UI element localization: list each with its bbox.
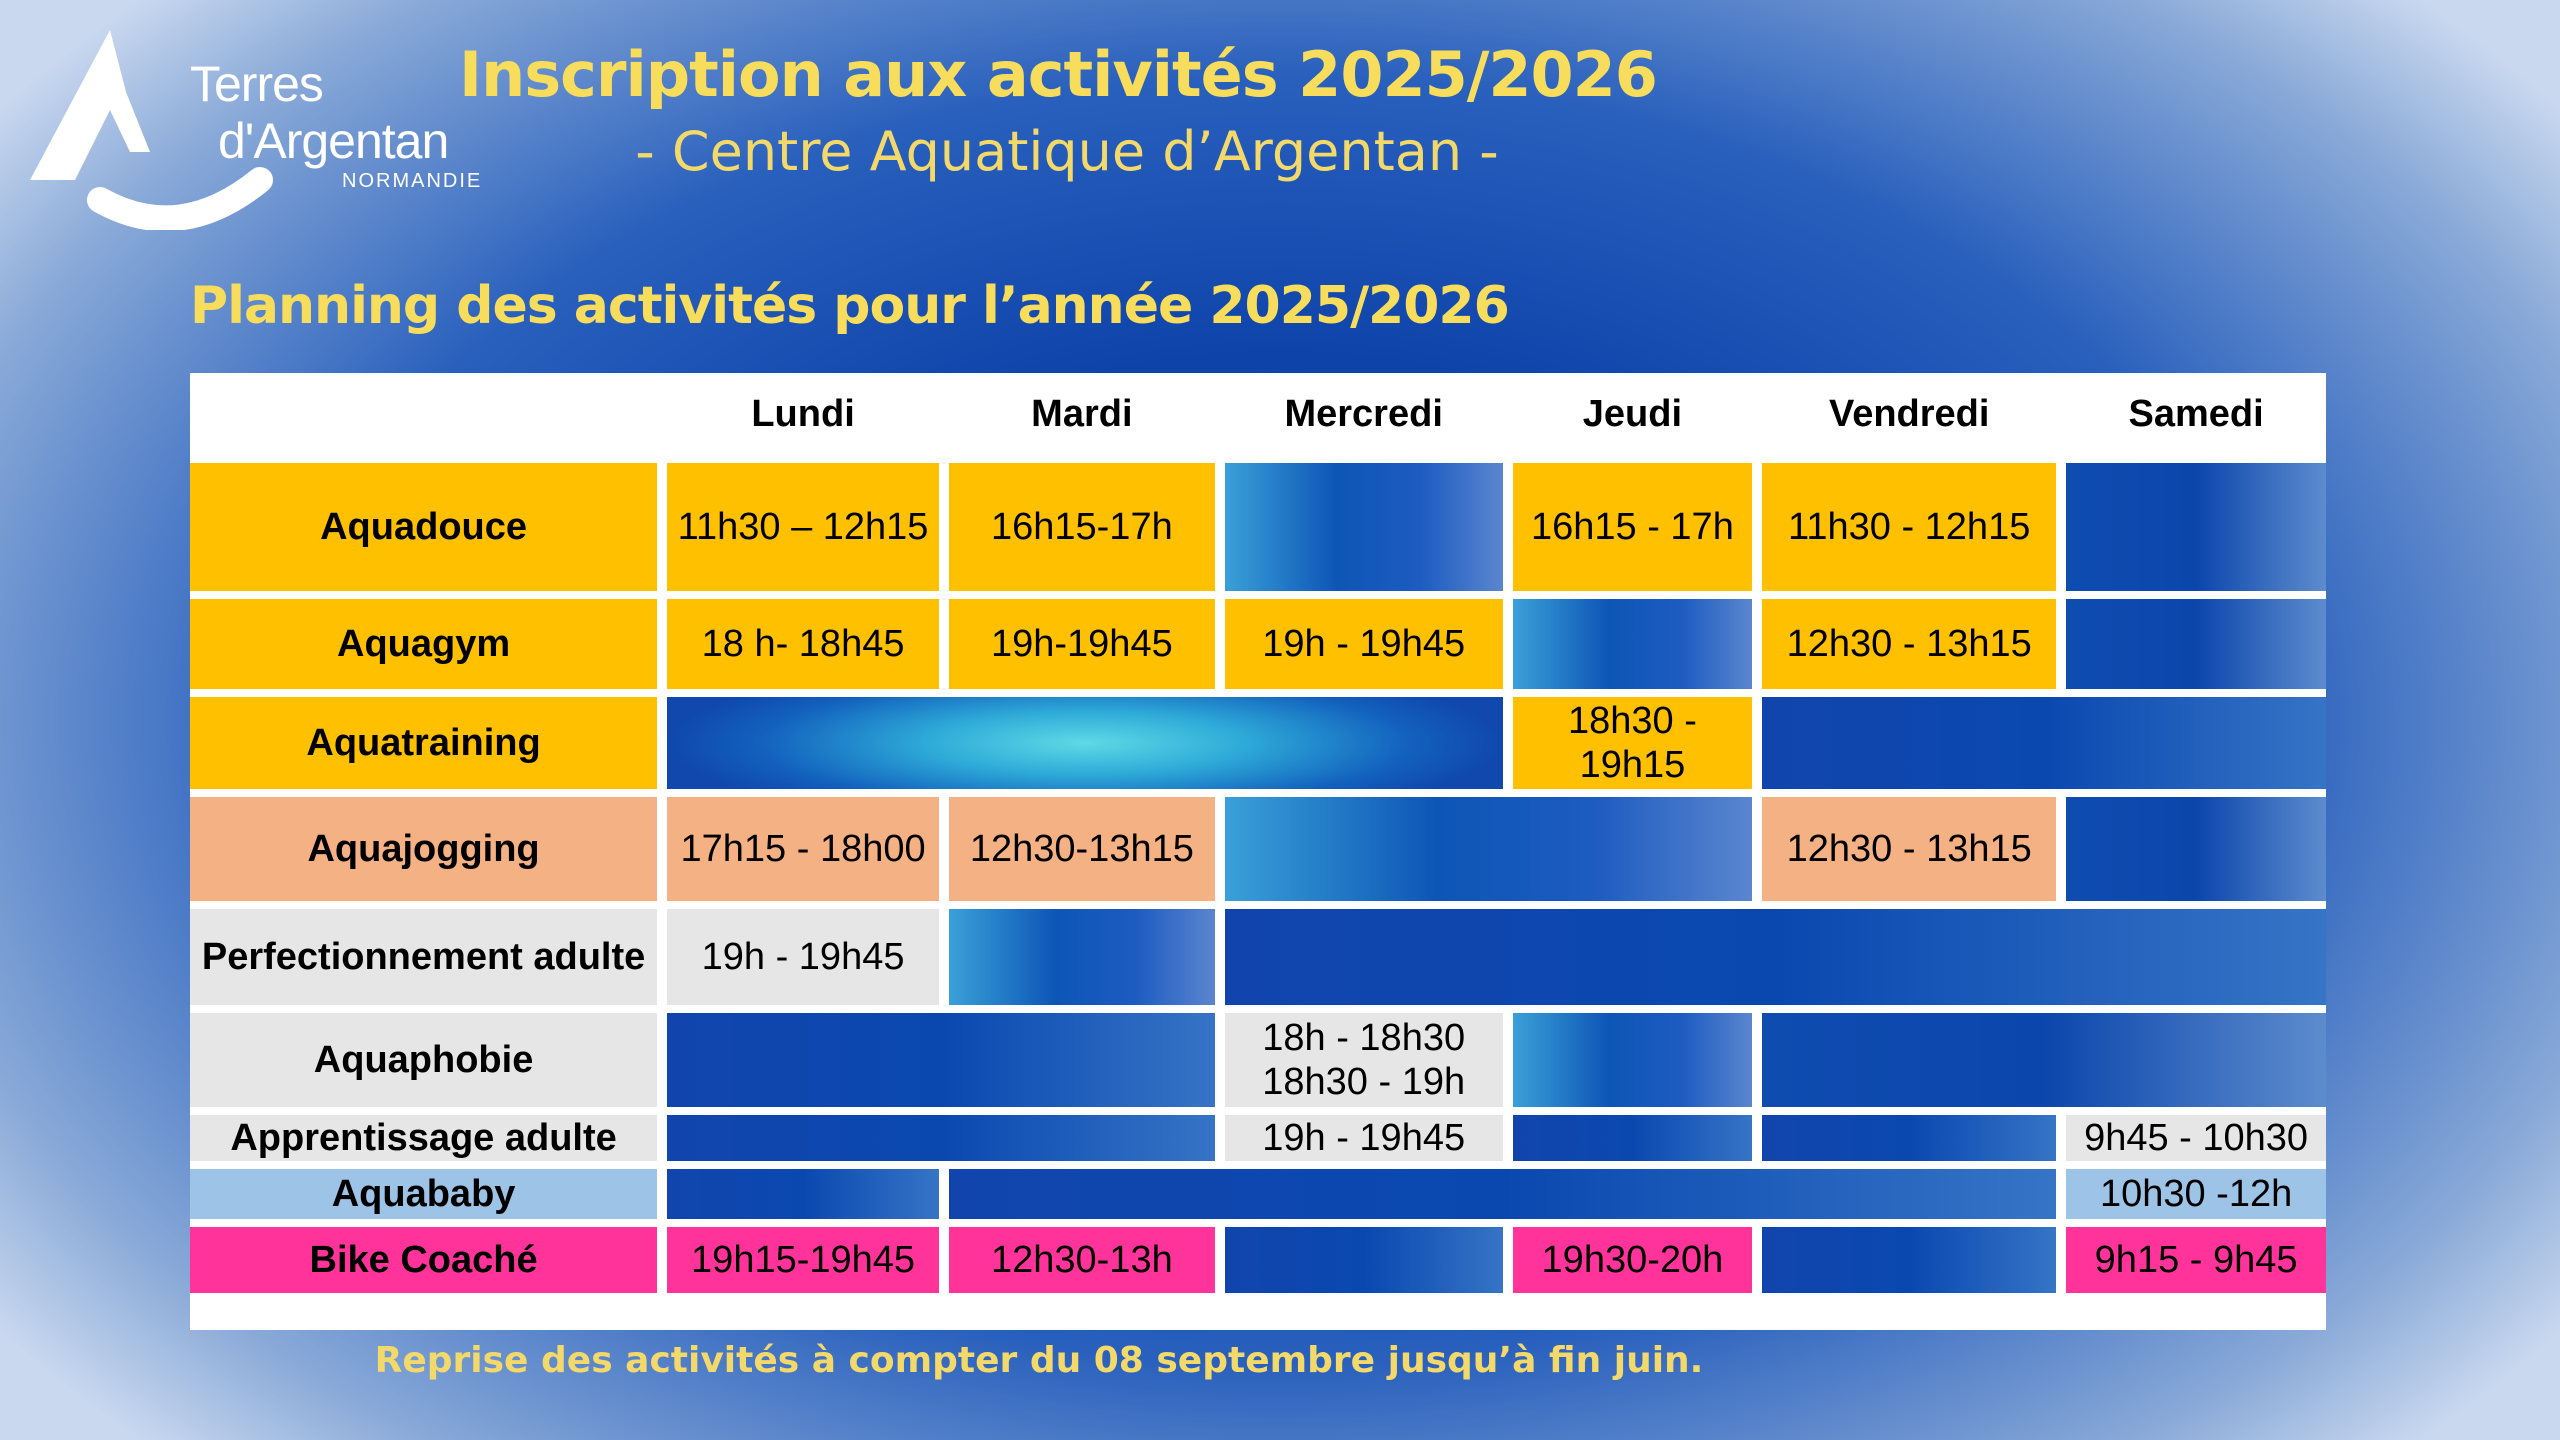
- activity-label: Perfectionnement adulte: [190, 909, 658, 1005]
- logo-mark-icon: [30, 30, 273, 230]
- schedule-cell: 10h30 -12h: [2066, 1169, 2326, 1219]
- activity-label: Apprentissage adulte: [190, 1115, 658, 1161]
- empty-slot: [948, 909, 1215, 1005]
- empty-slot: [2066, 463, 2326, 591]
- schedule-cell: 9h45 - 10h30: [2066, 1115, 2326, 1161]
- schedule-cell: 19h15-19h45: [667, 1227, 939, 1293]
- empty-slot: [1224, 463, 1503, 591]
- schedule-cell: 11h30 – 12h15: [667, 463, 939, 591]
- schedule-cell: 16h15-17h: [948, 463, 1215, 591]
- activity-label: Aquaphobie: [190, 1013, 658, 1107]
- table-row: Apprentissage adulte 19h - 19h45 9h45 - …: [190, 1115, 2326, 1161]
- empty-slot: [1224, 909, 2326, 1005]
- header-day: Mercredi: [1284, 392, 1443, 435]
- schedule-cell: 11h30 - 12h15: [1762, 463, 2057, 591]
- schedule-cell: 16h15 - 17h: [1512, 463, 1753, 591]
- empty-slot: [948, 1169, 2057, 1219]
- table-row: Aquaphobie 18h - 18h30 18h30 - 19h: [190, 1013, 2326, 1107]
- footer-note: Reprise des activités à compter du 08 se…: [374, 1340, 1704, 1381]
- schedule-cell: 12h30-13h15: [948, 797, 1215, 901]
- empty-slot: [1512, 1013, 1753, 1107]
- planning-heading: Planning des activités pour l’année 2025…: [190, 276, 1510, 336]
- header-empty: [190, 373, 657, 455]
- header-day: Lundi: [751, 392, 855, 435]
- schedule-cell: 12h30-13h: [948, 1227, 1215, 1293]
- empty-slot: [667, 1169, 939, 1219]
- schedule-cell: 19h - 19h45: [1224, 1115, 1503, 1161]
- schedule-cell: 19h - 19h45: [1224, 599, 1503, 689]
- schedule-cell: 9h15 - 9h45: [2066, 1227, 2326, 1293]
- empty-slot: [667, 1115, 1215, 1161]
- schedule-cell: 18h30 - 19h15: [1512, 697, 1753, 789]
- page-subtitle: - Centre Aquatique d’Argentan -: [635, 120, 1499, 183]
- header-day: Samedi: [2128, 392, 2264, 435]
- schedule-cell-aquaphobie-mercredi: 18h - 18h30 18h30 - 19h: [1224, 1013, 1503, 1107]
- schedule-cell: 19h-19h45: [948, 599, 1215, 689]
- schedule-cell: 12h30 - 13h15: [1762, 599, 2057, 689]
- table-row: Aquababy 10h30 -12h: [190, 1169, 2326, 1219]
- schedule-cell: 19h30-20h: [1512, 1227, 1753, 1293]
- header-day: Mardi: [1031, 392, 1133, 435]
- activity-label: Aquagym: [190, 599, 658, 689]
- empty-slot: [667, 697, 1503, 789]
- empty-slot: [1224, 797, 1753, 901]
- activity-label: Aquababy: [190, 1169, 658, 1219]
- logo-text-terres: Terres: [190, 56, 324, 112]
- empty-slot: [1762, 697, 2326, 789]
- schedule-slot: 18h - 18h30: [1262, 1017, 1466, 1059]
- header-day: Vendredi: [1828, 392, 1990, 435]
- empty-slot: [1762, 1227, 2057, 1293]
- activity-label: Aquatraining: [190, 697, 658, 789]
- schedule-cell: 19h - 19h45: [667, 909, 939, 1005]
- table-row: Aquadouce 11h30 – 12h15 16h15-17h 16h15 …: [190, 463, 2326, 591]
- empty-slot: [1512, 599, 1753, 689]
- header-day: Jeudi: [1582, 392, 1683, 435]
- table-row: Aquajogging 17h15 - 18h00 12h30-13h15 12…: [190, 797, 2326, 901]
- schedule-slot: 18h30 - 19h: [1262, 1061, 1466, 1103]
- schedule-cell: 12h30 - 13h15: [1762, 797, 2057, 901]
- schedule-cell: 17h15 - 18h00: [667, 797, 939, 901]
- table-row: Perfectionnement adulte 19h - 19h45: [190, 909, 2326, 1005]
- empty-slot: [667, 1013, 1215, 1107]
- terres-argentan-logo: Terres d'Argentan NORMANDIE: [30, 30, 490, 230]
- schedule-cell: 18 h- 18h45: [667, 599, 939, 689]
- table-row: Bike Coaché 19h15-19h45 12h30-13h 19h30-…: [190, 1227, 2326, 1293]
- empty-slot: [1762, 1115, 2057, 1161]
- activity-label: Aquadouce: [190, 463, 658, 591]
- table-row: Aquagym 18 h- 18h45 19h-19h45 19h - 19h4…: [190, 599, 2326, 689]
- empty-slot: [1224, 1227, 1503, 1293]
- schedule-table: Lundi Mardi Mercredi Jeudi Vendredi Same…: [190, 373, 2326, 1330]
- logo-text-normandie: NORMANDIE: [342, 170, 483, 192]
- empty-slot: [2066, 797, 2326, 901]
- page-title: Inscription aux activités 2025/2026: [459, 38, 1658, 111]
- empty-slot: [2066, 599, 2326, 689]
- activity-label: Aquajogging: [190, 797, 658, 901]
- logo-text-argentan: d'Argentan: [218, 113, 449, 169]
- empty-slot: [1762, 1013, 2326, 1107]
- empty-slot: [1512, 1115, 1753, 1161]
- table-header-row: Lundi Mardi Mercredi Jeudi Vendredi Same…: [190, 373, 2326, 455]
- table-row: Aquatraining 18h30 - 19h15: [190, 697, 2326, 789]
- activity-label: Bike Coaché: [190, 1227, 658, 1293]
